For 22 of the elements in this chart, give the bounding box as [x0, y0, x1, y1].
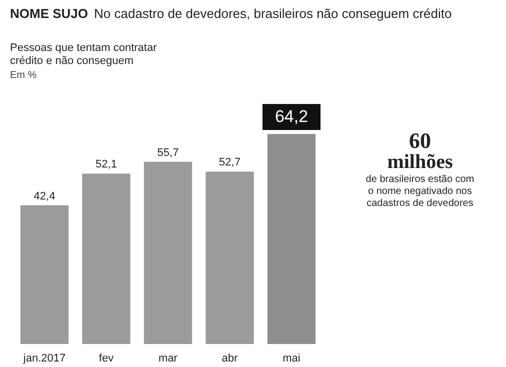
data-label: 52,7 — [219, 156, 240, 169]
text: Em % — [10, 70, 37, 81]
text: 60 — [408, 128, 432, 153]
x-tick-label: mar — [158, 352, 178, 364]
data-label: 55,7 — [157, 146, 179, 159]
chart-title: NOME SUJO — [10, 6, 88, 21]
text: milhões — [386, 151, 454, 173]
x-tick-label: abr — [222, 352, 238, 364]
data-label: 52,1 — [96, 158, 117, 171]
data-label: 64,2 — [274, 107, 308, 126]
bar — [267, 134, 316, 344]
text: de brasileiros estão com o nome negativado nos cadastros de devedores — [364, 174, 476, 210]
x-tick-label: jan.2017 — [22, 352, 66, 364]
bar — [206, 172, 254, 344]
data-label: 42,4 — [34, 190, 56, 202]
chart-subtitle: No cadastro de devedores, brasileiros não conseguem crédito — [94, 6, 452, 21]
x-tick-label: mai — [282, 352, 300, 364]
text: Pessoas que tentam contratar crédito e não conseguem — [10, 42, 158, 68]
bar — [82, 174, 130, 344]
bar — [20, 205, 69, 344]
bar — [144, 162, 192, 344]
x-tick-label: fev — [98, 352, 114, 364]
